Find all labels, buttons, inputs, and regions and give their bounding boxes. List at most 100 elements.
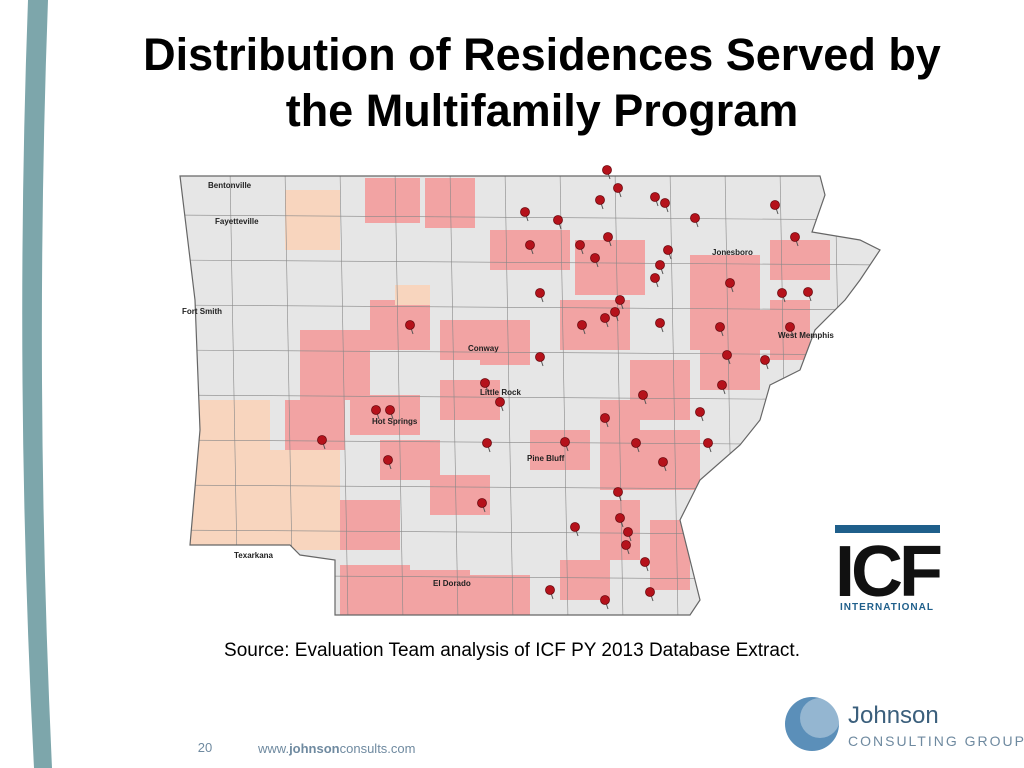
area-region <box>270 450 340 550</box>
pin <box>590 253 600 263</box>
pin <box>777 288 787 298</box>
pin <box>535 352 545 362</box>
pin <box>520 207 530 217</box>
pin <box>638 390 648 400</box>
served-county <box>690 310 770 350</box>
url-part: www. <box>257 741 289 756</box>
county-line <box>180 349 880 356</box>
city-label: Conway <box>468 344 499 353</box>
pin <box>650 273 660 283</box>
pin <box>645 587 655 597</box>
pin <box>405 320 415 330</box>
url-part: consults.com <box>340 741 416 756</box>
pin <box>595 195 605 205</box>
johnson-logo: Johnson <box>848 702 939 729</box>
county-line <box>180 259 880 266</box>
pin <box>695 407 705 417</box>
pin <box>717 380 727 390</box>
city-label: Texarkana <box>234 551 274 560</box>
pin <box>600 595 610 605</box>
pin <box>477 498 487 508</box>
city-label: Jonesboro <box>712 248 753 257</box>
pin <box>613 183 623 193</box>
city-label: Pine Bluff <box>527 454 565 463</box>
footer-url: www.johnsonconsults.com <box>257 741 415 756</box>
county-line <box>339 176 349 615</box>
served-county <box>480 320 530 365</box>
pin <box>790 232 800 242</box>
pin <box>655 260 665 270</box>
pin <box>575 240 585 250</box>
johnson-logo-mark <box>800 698 840 738</box>
served-county <box>530 430 590 470</box>
served-county <box>640 430 700 490</box>
pin <box>621 540 631 550</box>
pin <box>623 527 633 537</box>
pin <box>495 397 505 407</box>
city-label: Bentonville <box>208 181 252 190</box>
pin <box>658 457 668 467</box>
area-region <box>285 190 340 250</box>
pin <box>482 438 492 448</box>
pin <box>602 165 612 175</box>
served-county <box>410 570 470 615</box>
pin <box>570 522 580 532</box>
page-number: 20 <box>198 740 212 755</box>
served-county <box>340 500 400 550</box>
pin <box>650 192 660 202</box>
url-part: johnson <box>288 741 340 756</box>
map: Bentonville Fayetteville Fort Smith Conway L… <box>179 165 881 616</box>
county-line <box>180 304 880 311</box>
pin <box>655 318 665 328</box>
pin <box>603 232 613 242</box>
served-county <box>470 575 530 615</box>
area-region <box>180 400 270 545</box>
pin <box>317 435 327 445</box>
area-region <box>395 285 430 305</box>
served-county <box>600 500 640 560</box>
pin <box>640 557 650 567</box>
served-county <box>490 230 570 270</box>
icf-sub: INTERNATIONAL <box>840 602 934 613</box>
served-county <box>370 300 430 350</box>
pin <box>770 200 780 210</box>
pin <box>560 437 570 447</box>
served-county <box>300 330 370 400</box>
pin <box>371 405 381 415</box>
served-county <box>350 395 420 435</box>
served-county <box>365 178 420 223</box>
pin <box>722 350 732 360</box>
johnson-sub: CONSULTING GROUP <box>848 733 1024 749</box>
county-line <box>180 214 880 221</box>
served-county <box>440 380 500 420</box>
pin <box>631 438 641 448</box>
pin <box>577 320 587 330</box>
title-line: the Multifamily Program <box>286 85 799 136</box>
pin <box>525 240 535 250</box>
served-county <box>440 320 480 360</box>
side-decoration <box>22 0 52 768</box>
pin <box>760 355 770 365</box>
pin <box>610 307 620 317</box>
pin <box>613 487 623 497</box>
served-county <box>650 520 690 590</box>
county-line <box>394 176 404 615</box>
county-line <box>449 176 459 615</box>
pin <box>383 455 393 465</box>
pin <box>803 287 813 297</box>
pin <box>553 215 563 225</box>
county-line <box>559 176 569 615</box>
served-county <box>770 240 830 280</box>
county-line <box>284 176 294 615</box>
pin <box>545 585 555 595</box>
city-label: Hot Springs <box>372 417 418 426</box>
city-label: El Dorado <box>433 579 471 588</box>
city-label: Little Rock <box>480 388 521 397</box>
icf-bar <box>835 525 940 533</box>
served-county <box>575 240 645 295</box>
served-county <box>560 560 610 600</box>
pin <box>725 278 735 288</box>
pin <box>663 245 673 255</box>
pin <box>690 213 700 223</box>
